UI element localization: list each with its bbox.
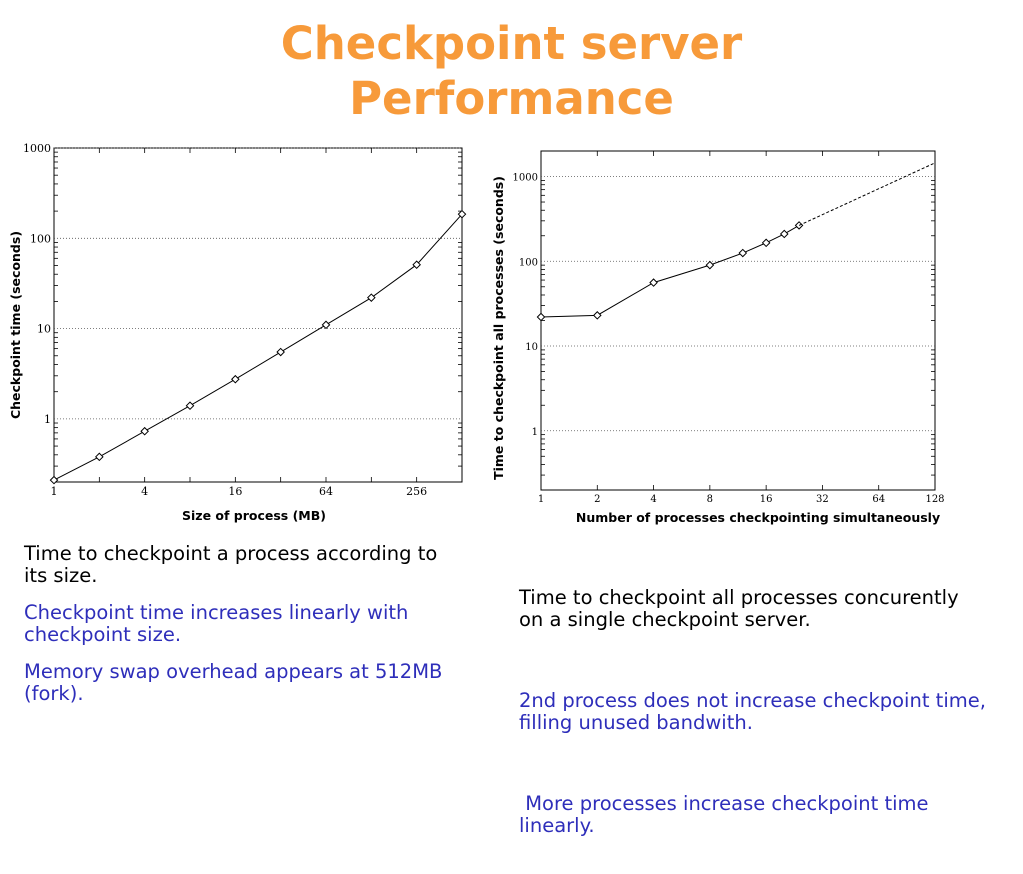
- left-text-block: Time to checkpoint a process according t…: [24, 543, 464, 720]
- x-tick-label: 16: [760, 494, 773, 505]
- data-point-marker: [185, 401, 195, 410]
- charts-canvas: 1 10 100 1000 1 4 16 64 256 Size of process (MB) C…: [8, 142, 945, 525]
- right-paragraph-1: Time to checkpoint all processes concure…: [519, 586, 965, 631]
- y-tick-label: 100: [30, 232, 51, 245]
- data-point-marker: [276, 347, 285, 357]
- data-point-marker: [738, 248, 748, 258]
- chart-checkpoint-vs-processes: 1 10 100 1000 1 2 4 8 16 32 64 128 Number of process…: [491, 150, 945, 525]
- slide-title-line2: Performance: [349, 72, 674, 125]
- y-tick-label: 100: [519, 257, 538, 268]
- data-point-marker: [321, 320, 331, 330]
- x-axis-label: Size of process (MB): [182, 508, 326, 523]
- y-tick-label: 10: [37, 323, 51, 336]
- data-point-marker: [457, 209, 467, 219]
- x-tick-label: 64: [872, 494, 885, 505]
- series-line: [540, 224, 800, 318]
- y-tick-label: 1000: [23, 142, 51, 155]
- left-paragraph-3: Memory swap overhead appears at 512MB (f…: [24, 660, 443, 705]
- x-tick-label: 64: [319, 485, 333, 498]
- slide-title-line1: Checkpoint server: [280, 17, 743, 70]
- x-tick-label: 256: [406, 485, 427, 498]
- x-tick-label: 8: [707, 494, 713, 505]
- chart-checkpoint-vs-size: 1 10 100 1000 1 4 16 64 256 Size of process (MB) C…: [8, 142, 467, 523]
- x-tick-label: 16: [228, 485, 242, 498]
- y-axis-label: Checkpoint time (seconds): [8, 231, 23, 419]
- x-tick-label: 128: [925, 494, 944, 505]
- left-paragraph-1: Time to checkpoint a process according t…: [24, 542, 438, 587]
- y-tick-label: 10: [525, 342, 538, 353]
- x-tick-label: 4: [141, 485, 148, 498]
- y-tick-label: 1: [44, 413, 51, 426]
- data-point-marker: [705, 260, 715, 270]
- x-tick-label: 4: [650, 494, 656, 505]
- x-tick-label: 1: [538, 494, 544, 505]
- slide-title: Checkpoint server Performance: [0, 16, 1023, 126]
- y-axis-label: Time to checkpoint all processes (second…: [491, 176, 506, 480]
- x-tick-label: 32: [816, 494, 829, 505]
- right-paragraph-3: More processes increase checkpoint time …: [519, 792, 935, 837]
- data-point-marker: [49, 475, 59, 485]
- plot-frame: [540, 150, 936, 491]
- series-line: [53, 213, 463, 481]
- data-point-marker: [412, 260, 421, 270]
- plot-frame: [53, 147, 463, 483]
- data-point-marker: [649, 278, 658, 287]
- right-text-block: Time to checkpoint all processes concure…: [519, 543, 989, 874]
- data-point-marker: [592, 311, 602, 320]
- data-point-marker: [140, 426, 149, 436]
- data-point-marker: [536, 312, 546, 322]
- data-point-marker: [779, 229, 789, 239]
- x-tick-label: 1: [51, 485, 58, 498]
- data-point-marker: [367, 293, 376, 302]
- x-tick-label: 2: [594, 494, 600, 505]
- y-tick-label: 1000: [513, 173, 538, 184]
- left-paragraph-2: Checkpoint time increases linearly with …: [24, 601, 409, 646]
- y-tick-label: 1: [532, 427, 538, 438]
- right-paragraph-2: 2nd process does not increase checkpoint…: [519, 689, 993, 734]
- data-point-marker: [761, 238, 771, 248]
- data-point-marker: [95, 452, 104, 462]
- extrapolation-line: [798, 162, 936, 226]
- data-point-marker: [231, 374, 240, 384]
- x-axis-label: Number of processes checkpointing simult…: [576, 510, 940, 525]
